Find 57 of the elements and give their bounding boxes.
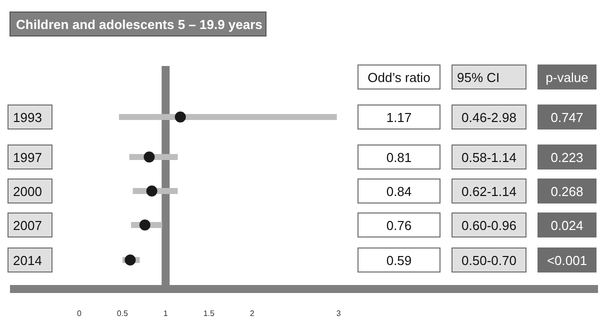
table-cell: 0.76 [358,212,440,238]
table-cell: 0.60-0.96 [452,212,526,238]
annotation: 0.223 [550,150,584,165]
annotation: 0.46-2.98 [462,110,516,125]
table-cell: 1997 [8,144,52,170]
point [144,152,155,162]
table-cell: 0.84 [358,178,440,204]
table-cell: p-value [538,64,596,90]
annotation: 0.60-0.96 [462,218,516,233]
annotation: 0.024 [550,218,584,233]
y-tick-label: 2014 [13,253,42,268]
table-cell: 0.50-0.70 [452,248,526,272]
table-cell: 0.46-2.98 [452,104,526,130]
annotation: 0.58-1.14 [462,150,516,165]
table-cell: <0.001 [538,248,596,272]
x-tick-label: 1.5 [203,309,215,318]
table-cell: 0.62-1.14 [452,178,526,204]
annotation: 0.62-1.14 [462,184,516,199]
table-cell: 1993 [8,104,52,130]
y-tick-label: 2007 [13,218,42,233]
annotation: p-value [546,70,588,85]
annotation: 95% CI [457,70,500,85]
annotation: 1.17 [386,110,412,125]
annotation: 0.76 [386,218,412,233]
table-cell: 2007 [8,212,52,238]
annotation: 0.268 [550,184,584,199]
table-cell: 0.747 [538,104,596,130]
table-cell: 0.268 [538,178,596,204]
table-cell: 2000 [8,178,52,204]
x-tick-label: 1 [163,309,168,318]
annotation: 0.747 [550,110,584,125]
table-cell: 0.81 [358,144,440,170]
x-tick-label: 3 [336,309,342,318]
table-cell: 0.024 [538,212,596,238]
y-tick-label: 1997 [13,150,42,165]
table-cell: 2014 [8,248,52,272]
x-tick-label: 0.5 [116,309,129,318]
annotation: 0.81 [386,150,412,165]
table-cell: 95% CI [452,64,526,90]
point [124,254,136,266]
x-tick-label: 0 [76,309,82,318]
table-cell: 0.223 [538,144,596,170]
table-cell: Odd’s ratio [358,64,440,90]
table-cell: 0.58-1.14 [452,144,526,170]
annotation: 0.84 [386,184,412,199]
chart-title: Children and adolescents 5 – 19.9 years [16,17,262,32]
annotation: 0.59 [386,253,412,268]
annotation: 0.50-0.70 [462,253,516,268]
annotation: <0.001 [546,253,588,268]
table-cell: 1.17 [358,104,440,130]
point [146,186,158,196]
y-tick-label: 1993 [13,110,42,125]
annotation: Odd’s ratio [368,70,430,85]
y-tick-label: 2000 [13,184,42,199]
x-tick-label: 2 [250,309,255,318]
point [139,220,150,230]
table-cell: 0.59 [358,248,440,272]
